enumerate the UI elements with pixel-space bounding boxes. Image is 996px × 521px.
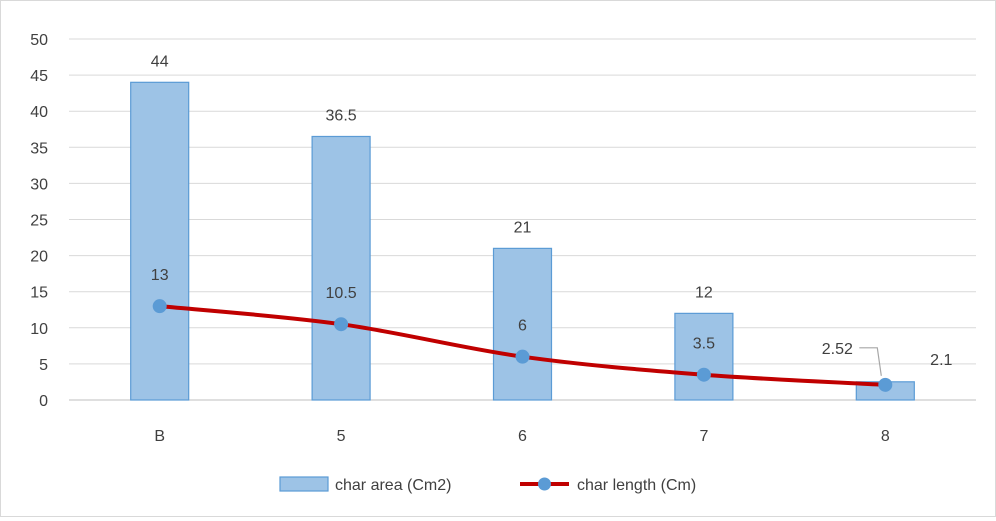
- bar-data-label: 2.52: [822, 341, 853, 358]
- line-marker: [152, 299, 167, 314]
- line-series: 13 10.5 6 3.5 2.1: [151, 267, 953, 392]
- y-tick-label: 20: [30, 249, 48, 266]
- bar: [674, 312, 734, 401]
- x-tick-label: 8: [881, 428, 890, 445]
- bar-data-label: 21: [514, 219, 532, 236]
- y-tick-label: 40: [30, 104, 48, 121]
- y-axis: 0 5 10 15 20 25 30 35 40 45 50: [30, 32, 48, 410]
- bar-data-label: 36.5: [326, 107, 357, 124]
- bar: [311, 135, 371, 401]
- x-tick-label: 5: [337, 428, 346, 445]
- line-marker: [696, 367, 711, 382]
- line-data-label: 3.5: [693, 336, 715, 353]
- legend-swatch-marker: [538, 477, 551, 491]
- line-data-label: 6: [518, 318, 527, 335]
- label-leader-line: [859, 347, 882, 376]
- legend: char area (Cm2) char length (Cm): [279, 476, 696, 494]
- legend-label-line: char length (Cm): [577, 477, 696, 494]
- bar-series: 44 36.5 21 12 2.52: [130, 53, 915, 401]
- bar: [492, 247, 553, 401]
- y-tick-label: 25: [30, 213, 48, 230]
- x-axis: B 5 6 7 8: [154, 428, 889, 445]
- legend-item-line: char length (Cm): [520, 477, 696, 494]
- line-marker: [515, 349, 530, 364]
- y-tick-label: 50: [30, 32, 48, 49]
- y-tick-label: 0: [39, 393, 48, 410]
- legend-item-bar: char area (Cm2): [279, 476, 451, 494]
- line-data-label: 13: [151, 267, 169, 284]
- y-tick-label: 35: [30, 140, 48, 157]
- x-tick-label: 6: [518, 428, 527, 445]
- legend-label-bar: char area (Cm2): [335, 477, 451, 494]
- y-tick-label: 10: [30, 321, 48, 338]
- line-marker: [878, 377, 893, 392]
- bar-data-label: 44: [151, 53, 169, 70]
- y-tick-label: 15: [30, 285, 48, 302]
- line-data-label: 10.5: [326, 285, 357, 302]
- line-marker: [334, 317, 349, 332]
- bar-data-label: 12: [695, 284, 713, 301]
- legend-swatch-bar: [279, 476, 329, 492]
- y-tick-label: 45: [30, 68, 48, 85]
- bar: [130, 81, 190, 401]
- x-tick-label: B: [154, 428, 165, 445]
- y-tick-label: 5: [39, 357, 48, 374]
- line-data-label: 2.1: [930, 352, 952, 369]
- x-tick-label: 7: [699, 428, 708, 445]
- y-tick-label: 30: [30, 176, 48, 193]
